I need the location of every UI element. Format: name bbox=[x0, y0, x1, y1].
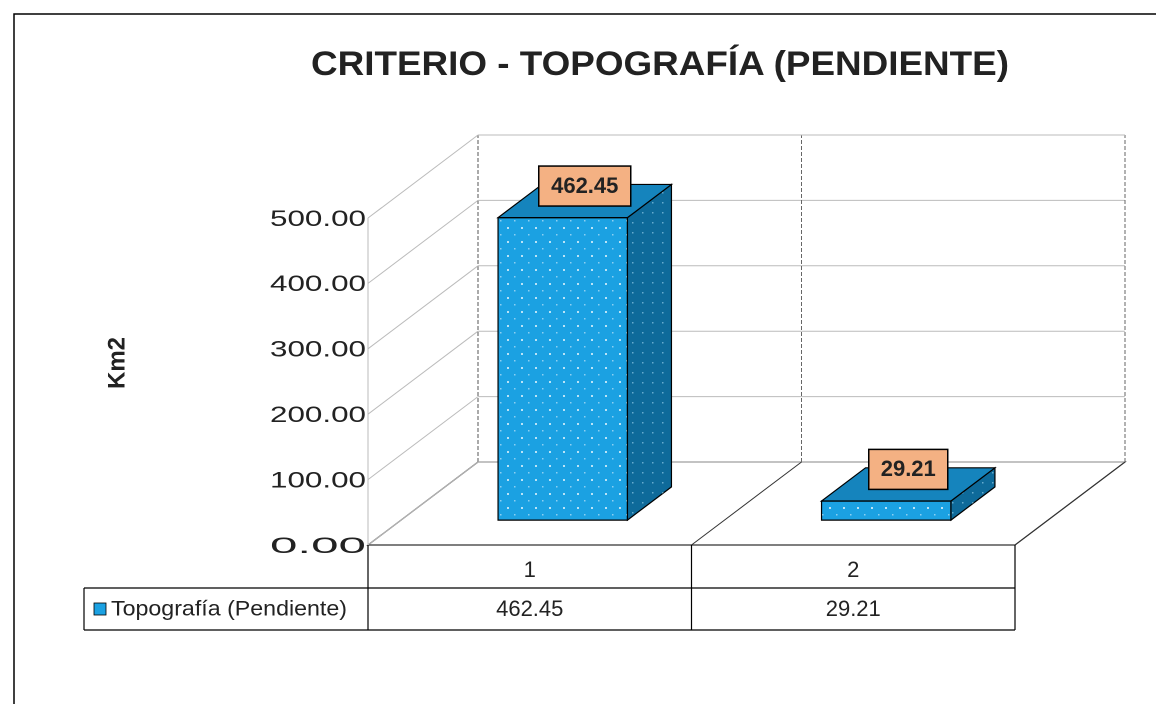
chart-title: CRITERIO - TOPOGRAFÍA (PENDIENTE) bbox=[311, 45, 1009, 83]
y-tick-label: 500.00 bbox=[270, 206, 366, 231]
x-tick-label: 2 bbox=[847, 557, 859, 582]
value-label: 462.45 bbox=[551, 173, 618, 198]
y-tick-label: 300.00 bbox=[270, 337, 366, 362]
value-label: 29.21 bbox=[881, 456, 936, 481]
grid-line bbox=[367, 134, 479, 219]
plot: 0.00 100.00 200.00 300.00 400.00 500.00 462.45… bbox=[83, 134, 1127, 631]
grid-line bbox=[367, 461, 479, 546]
value-label-box bbox=[538, 165, 632, 207]
legend-swatch bbox=[93, 602, 107, 616]
grid-line bbox=[367, 200, 479, 284]
y-axis-label: Km2 bbox=[103, 337, 130, 389]
y-tick-label: 100.00 bbox=[270, 467, 366, 492]
value-label-box bbox=[868, 448, 949, 491]
grid-line bbox=[367, 396, 479, 480]
bar-texture bbox=[627, 184, 672, 521]
grid-line bbox=[367, 330, 479, 415]
bar-texture bbox=[498, 217, 628, 521]
floor-divider bbox=[691, 461, 802, 546]
floor-divider bbox=[1014, 461, 1126, 546]
legend-label: Topografía (Pendiente) bbox=[111, 598, 347, 621]
x-tick-label: 1 bbox=[524, 557, 536, 582]
bar-texture bbox=[950, 467, 995, 521]
bar-texture bbox=[821, 500, 951, 521]
table-value: 29.21 bbox=[826, 596, 881, 621]
table-value: 462.45 bbox=[496, 596, 563, 621]
y-tick-label: 200.00 bbox=[270, 402, 366, 427]
y-tick-label: 400.00 bbox=[270, 271, 366, 296]
y-tick-label: 0.00 bbox=[270, 533, 366, 558]
grid-line bbox=[367, 265, 479, 350]
